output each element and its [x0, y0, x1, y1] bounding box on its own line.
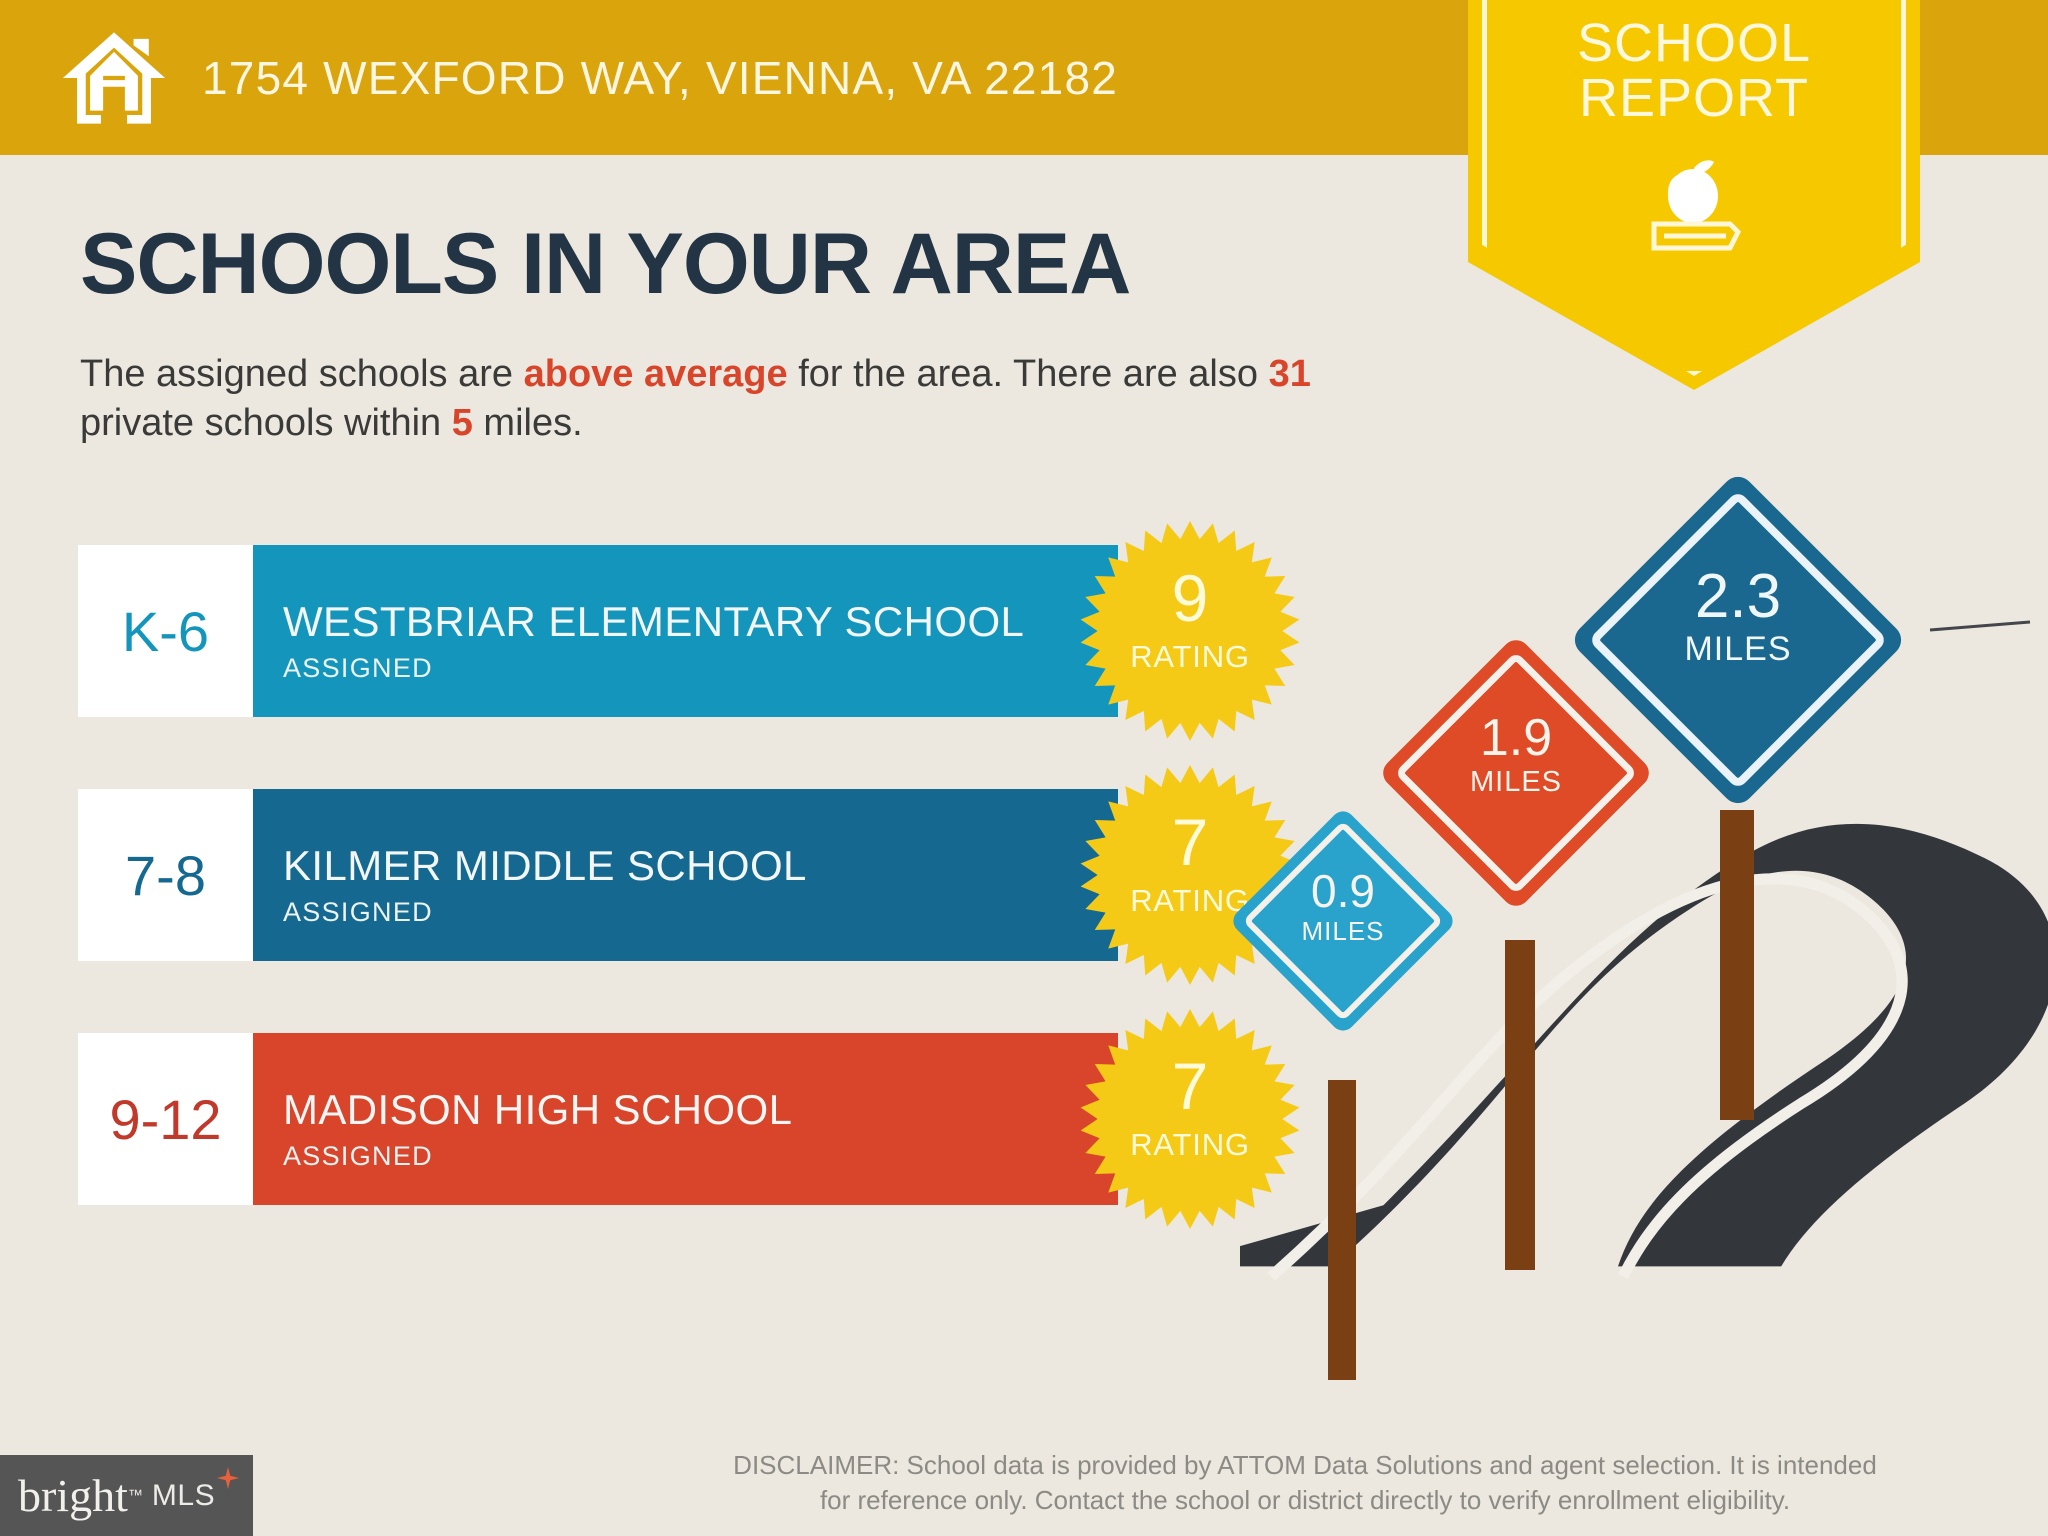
mls-wordmark: MLS — [151, 1478, 216, 1512]
distance-sign-1-text: 0.9 MILES — [1262, 868, 1424, 947]
sign-1-unit: MILES — [1301, 916, 1385, 946]
rating-starburst-badge: 7 RATING — [1080, 1009, 1300, 1229]
sign-2-value: 1.9 — [1479, 709, 1553, 767]
badge-border — [1482, 0, 1906, 376]
sign-1-value: 0.9 — [1311, 865, 1375, 917]
school-name-box: WESTBRIAR ELEMENTARY SCHOOL ASSIGNED — [253, 545, 1118, 717]
subtitle-part-3: private schools within — [80, 401, 452, 444]
school-name: MADISON HIGH SCHOOL — [283, 1086, 793, 1134]
grade-range-label: 9-12 — [109, 1087, 222, 1151]
page-title: SCHOOLS IN YOUR AREA — [80, 216, 1131, 312]
badge-text: SCHOOL REPORT — [1468, 13, 1920, 129]
subtitle-part-4: miles. — [472, 401, 583, 444]
grade-range-label: K-6 — [121, 599, 210, 663]
rating-label: RATING — [1130, 639, 1250, 674]
rating-value: 7 — [1171, 1049, 1209, 1123]
sign-2-unit: MILES — [1469, 766, 1563, 798]
starburst-shape — [1080, 1009, 1300, 1229]
school-name-box: KILMER MIDDLE SCHOOL ASSIGNED — [253, 789, 1118, 961]
school-report-badge: SCHOOL REPORT — [1468, 0, 1920, 390]
assigned-status: ASSIGNED — [283, 1140, 433, 1171]
distance-sign-2-text: 1.9 MILES — [1418, 712, 1614, 799]
disclaimer-line-1: DISCLAIMER: School data is provided by A… — [733, 1450, 1877, 1480]
rating-value: 9 — [1171, 561, 1209, 635]
sign-3-unit: MILES — [1684, 630, 1792, 668]
sparkle-icon — [217, 1467, 239, 1489]
subtitle-highlight-count: 31 — [1268, 353, 1311, 395]
assigned-status: ASSIGNED — [283, 896, 433, 927]
road-scene: 0.9 MILES 1.9 MILES 2.3 MILES — [1169, 470, 2048, 1420]
sign-post-1 — [1328, 1080, 1356, 1380]
disclaimer-text: DISCLAIMER: School data is provided by A… — [640, 1448, 1970, 1518]
school-row[interactable]: 7-8 KILMER MIDDLE SCHOOL ASSIGNED 7 RATING — [78, 765, 1300, 985]
page-subtitle: The assigned schools are above average f… — [80, 350, 1420, 447]
sign-post-3 — [1720, 810, 1754, 1120]
starburst-shape — [1080, 521, 1300, 741]
sign-3-value: 2.3 — [1694, 562, 1782, 631]
badge-icon-wrap — [1468, 150, 1920, 265]
grade-range-box: K-6 — [78, 545, 253, 717]
apple-on-book-icon — [1651, 160, 1742, 251]
school-list: K-6 WESTBRIAR ELEMENTARY SCHOOL ASSIGNED 9 R… — [78, 521, 1300, 1277]
school-row[interactable]: K-6 WESTBRIAR ELEMENTARY SCHOOL ASSIGNED 9 R… — [78, 521, 1300, 741]
school-row[interactable]: 9-12 MADISON HIGH SCHOOL ASSIGNED 7 RATING — [78, 1009, 1300, 1229]
property-address: 1754 WEXFORD WAY, VIENNA, VA 22182 — [202, 51, 1119, 104]
disclaimer-line-2: for reference only. Contact the school o… — [819, 1485, 1791, 1516]
grade-range-label: 7-8 — [125, 843, 206, 907]
school-name-box: MADISON HIGH SCHOOL ASSIGNED — [253, 1033, 1118, 1205]
road-and-signs-illustration — [1169, 620, 2048, 1380]
grade-range-box: 9-12 — [78, 1033, 253, 1205]
home-icon — [62, 31, 166, 124]
rating-value: 7 — [1171, 805, 1209, 879]
school-name: WESTBRIAR ELEMENTARY SCHOOL — [283, 598, 1025, 646]
rating-starburst-badge: 9 RATING — [1080, 521, 1300, 741]
subtitle-part-2: for the area. There are also — [787, 353, 1269, 395]
subtitle-part-1: The assigned schools are — [80, 353, 524, 395]
trademark-symbol: ™ — [127, 1487, 143, 1504]
subtitle-highlight-average: above average — [523, 353, 788, 395]
rating-label: RATING — [1130, 1127, 1250, 1162]
subtitle-highlight-radius: 5 — [451, 401, 473, 444]
sign-post-2 — [1505, 940, 1535, 1270]
school-name: KILMER MIDDLE SCHOOL — [283, 842, 807, 890]
distance-sign-3-text: 2.3 MILES — [1618, 566, 1858, 669]
bright-wordmark: bright — [18, 1470, 128, 1521]
rating-label: RATING — [1130, 883, 1250, 918]
grade-range-box: 7-8 — [78, 789, 253, 961]
bright-mls-logo: bright ™ MLS — [0, 1455, 253, 1536]
badge-line-2: REPORT — [1578, 68, 1810, 129]
assigned-status: ASSIGNED — [283, 652, 433, 683]
badge-line-1: SCHOOL — [1576, 13, 1812, 73]
